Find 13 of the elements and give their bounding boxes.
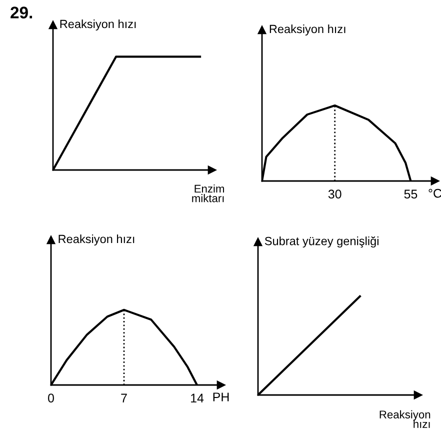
x-axis-title: Enzim miktarı <box>192 184 224 202</box>
x-tick-label: 7 <box>121 394 127 402</box>
x-tick-label: 55 <box>404 190 418 199</box>
y-axis-title: Subrat yüzey genişliği <box>264 236 378 248</box>
y-axis-title: Reaksiyon hızı <box>60 20 136 31</box>
x-tick-label: 30 <box>328 190 342 199</box>
x-tick-label: 0 <box>48 394 54 403</box>
y-axis-title: Reaksiyon hızı <box>270 24 346 36</box>
y-axis-title: Reaksiyon hızı <box>58 234 134 246</box>
text: 29. <box>10 6 32 18</box>
x-axis-title: PH <box>213 392 229 402</box>
x-axis-title: Reaksiyon hızı <box>380 410 430 428</box>
x-tick-label: 14 <box>191 394 204 402</box>
